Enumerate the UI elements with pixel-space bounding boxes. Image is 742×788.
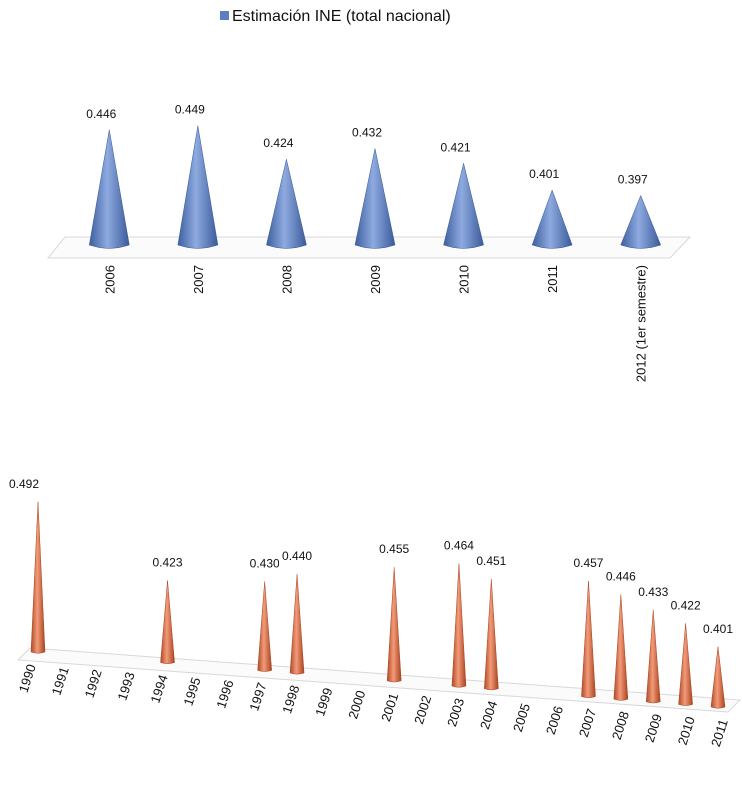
value-label-box (260, 135, 297, 152)
value-label-box (602, 568, 639, 585)
cone (678, 623, 693, 706)
x-tick-label: 2002 (411, 694, 434, 726)
value-label: 0.492 (9, 477, 39, 491)
cone (443, 163, 484, 249)
legend-swatch (220, 11, 229, 20)
cone (89, 129, 130, 249)
x-tick-label: 1996 (213, 678, 236, 710)
value-label-box (699, 620, 737, 637)
value-label: 0.397 (618, 172, 648, 186)
cone (710, 646, 726, 709)
value-label: 0.446 (86, 107, 116, 121)
value-label: 0.440 (282, 549, 312, 563)
cone (160, 580, 175, 664)
x-tick-label: 2001 (378, 691, 401, 723)
value-label-box (526, 166, 563, 183)
cone (386, 567, 402, 683)
x-tick-label: 2010 (457, 265, 472, 294)
x-tick-label: 2004 (477, 699, 500, 731)
x-tick-label: 1994 (147, 673, 170, 705)
value-label: 0.430 (250, 556, 280, 570)
value-label-box (5, 475, 43, 492)
value-label-box (246, 555, 283, 572)
cone (581, 580, 596, 698)
cone (620, 194, 662, 249)
cone (354, 148, 396, 249)
x-tick-label: 2008 (609, 709, 632, 741)
value-label: 0.457 (573, 556, 603, 570)
value-label: 0.464 (444, 539, 474, 553)
value-label-box (635, 583, 672, 600)
value-label-box (570, 554, 607, 571)
value-label: 0.401 (703, 622, 733, 636)
cone (451, 563, 467, 688)
value-label-box (83, 105, 120, 122)
x-tick-label: 2009 (642, 712, 665, 744)
x-tick-label: 1992 (82, 668, 105, 700)
value-label: 0.422 (671, 598, 701, 612)
value-label: 0.433 (638, 585, 668, 599)
legend-label: Estimación INE (total nacional) (232, 8, 451, 25)
value-label: 0.421 (441, 140, 471, 154)
x-tick-label: 2005 (510, 702, 533, 734)
x-tick-label: 1993 (115, 670, 138, 702)
x-tick-label: 1997 (246, 681, 269, 713)
cone (289, 574, 305, 675)
x-tick-label: 2007 (191, 265, 206, 294)
value-label-box (376, 541, 413, 558)
cone (613, 594, 629, 701)
value-label: 0.401 (529, 167, 559, 181)
value-label-box (279, 548, 316, 565)
value-label: 0.455 (379, 542, 409, 556)
value-label-box (149, 554, 186, 571)
x-tick-label: 2010 (675, 715, 698, 747)
x-tick-label: 2011 (708, 717, 731, 748)
value-label: 0.423 (153, 556, 183, 570)
floor (16, 647, 742, 713)
value-label-box (473, 553, 510, 570)
value-label-box (171, 101, 208, 118)
x-tick-label: 1995 (180, 675, 203, 707)
value-label: 0.446 (606, 569, 636, 583)
x-tick-label: 1990 (16, 662, 39, 694)
cone (30, 501, 46, 654)
cone (266, 159, 307, 249)
value-label-box (614, 171, 651, 188)
value-label: 0.449 (175, 103, 205, 117)
cone (531, 189, 573, 249)
value-label-box (348, 124, 386, 141)
x-tick-label: 2008 (279, 265, 294, 294)
value-label-box (437, 139, 474, 156)
value-label-box (440, 537, 477, 554)
x-tick-label: 2006 (543, 704, 566, 736)
cone (257, 581, 272, 672)
value-label: 0.432 (352, 126, 382, 140)
value-label-box (667, 597, 704, 614)
x-tick-label: 2009 (368, 265, 383, 294)
x-tick-label: 2011 (545, 265, 560, 293)
cone (177, 125, 219, 249)
x-tick-label: 2006 (102, 265, 117, 294)
x-tick-label: 2000 (345, 688, 368, 720)
x-tick-label: 1999 (312, 686, 335, 718)
x-tick-label: 1991 (49, 665, 72, 697)
x-tick-label: 1998 (279, 683, 302, 715)
x-tick-label: 2012 (1er semestre) (634, 265, 649, 382)
cone (484, 579, 499, 691)
value-label: 0.451 (476, 554, 506, 568)
x-tick-label: 2007 (576, 707, 599, 739)
cone (645, 609, 661, 704)
x-tick-label: 2003 (444, 696, 467, 728)
value-label: 0.424 (263, 136, 293, 150)
